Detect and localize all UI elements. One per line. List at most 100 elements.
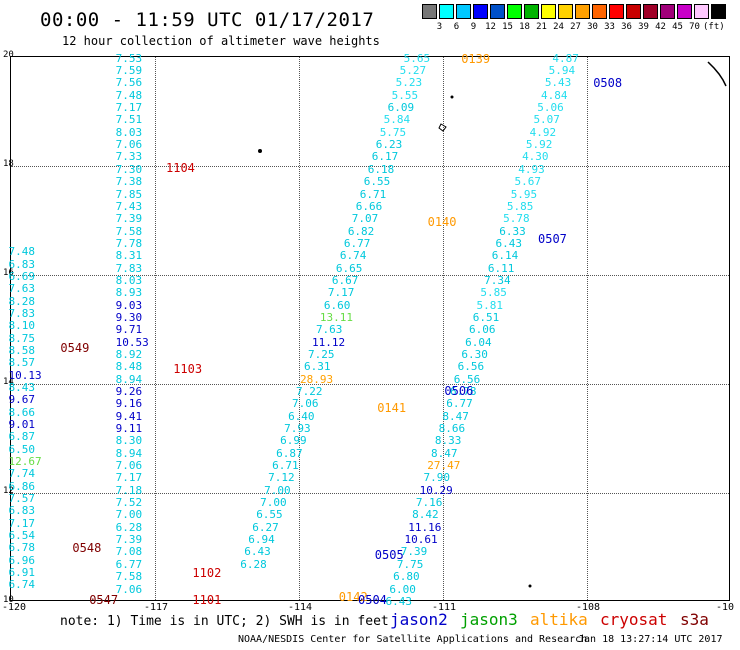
wave-height-value: 6.43 xyxy=(385,594,413,608)
wave-height-value: 10.53 xyxy=(115,335,149,349)
pass-label: 1104 xyxy=(166,160,195,175)
colorbar-swatch xyxy=(609,4,624,19)
wave-height-value: 7.00 xyxy=(260,496,287,510)
wave-height-value: 6.80 xyxy=(393,570,420,584)
wave-height-value: 5.75 xyxy=(379,125,407,139)
wave-height-value: 4.30 xyxy=(522,150,549,164)
colorbar-label: 24 xyxy=(553,22,564,32)
colorbar-swatch xyxy=(711,4,726,19)
wave-height-value: 6.66 xyxy=(355,199,383,213)
pass-label: 0142 xyxy=(338,590,368,605)
wave-height-value: 6.71 xyxy=(359,187,387,201)
wave-height-value: 7.63 xyxy=(8,282,36,296)
wave-height-value: 8.57 xyxy=(8,356,36,370)
wave-height-value: 9.03 xyxy=(115,298,143,312)
wave-height-value: 9.16 xyxy=(115,397,143,411)
satellite-legend-entry: cryosat xyxy=(600,610,668,629)
gridline-meridian xyxy=(299,57,300,600)
wave-height-value: 6.94 xyxy=(248,533,275,547)
wave-height-value: 7.39 xyxy=(400,545,428,559)
wave-height-value: 6.50 xyxy=(8,442,36,456)
wave-height-value: 6.33 xyxy=(499,224,526,238)
wave-height-value: 11.16 xyxy=(408,520,442,534)
wave-height-value: 6.14 xyxy=(491,249,519,263)
longitude-label: -108 xyxy=(576,602,601,613)
wave-height-value: 8.10 xyxy=(8,319,36,333)
wave-height-value: 6.54 xyxy=(8,529,36,543)
wave-height-value: 10.29 xyxy=(419,483,453,497)
gridline-parallel xyxy=(11,166,729,167)
wave-height-value: 5.85 xyxy=(506,199,534,213)
wave-height-value: 7.18 xyxy=(115,483,143,497)
colorbar-swatch xyxy=(456,4,471,19)
wave-height-value: 7.58 xyxy=(115,570,143,584)
pass-label: 0508 xyxy=(593,76,623,91)
wave-height-value: 6.69 xyxy=(8,269,36,283)
wave-height-value: 6.78 xyxy=(8,541,36,555)
latitude-label: 18 xyxy=(3,159,14,169)
wave-height-value: 10.13 xyxy=(8,368,42,382)
wave-height-value: 5.27 xyxy=(399,64,427,78)
island-mark xyxy=(528,584,532,588)
colorbar-swatch xyxy=(643,4,658,19)
wave-height-value: 6.06 xyxy=(468,323,496,337)
wave-height-value: 5.43 xyxy=(544,76,572,90)
wave-height-value: 5.94 xyxy=(548,64,576,78)
colorbar-swatch xyxy=(473,4,488,19)
wave-height-value: 9.30 xyxy=(115,310,143,324)
wave-height-value: 7.34 xyxy=(484,273,511,287)
pass-label: 0140 xyxy=(427,215,457,230)
wave-height-value: 8.66 xyxy=(8,405,36,419)
island-mark xyxy=(450,95,454,99)
colorbar-label: 33 xyxy=(604,22,615,32)
gridline-parallel xyxy=(11,275,729,276)
wave-height-value: 7.06 xyxy=(292,397,319,411)
wave-height-value: 6.87 xyxy=(276,446,303,460)
wave-height-value: 5.81 xyxy=(476,298,504,312)
wave-height-value: 7.83 xyxy=(115,261,143,275)
wave-height-value: 6.78 xyxy=(450,385,477,399)
wave-height-value: 8.42 xyxy=(412,508,439,522)
colorbar-label: 42 xyxy=(655,22,666,32)
wave-height-value: 8.28 xyxy=(8,294,36,308)
wave-height-value: 9.26 xyxy=(115,385,143,399)
colorbar-label: 12 xyxy=(485,22,496,32)
satellite-legend-entry: s3a xyxy=(680,610,709,629)
wave-height-value: 7.25 xyxy=(307,347,335,361)
wave-height-value: 6.28 xyxy=(240,557,267,571)
longitude-label: -10 xyxy=(716,602,735,613)
wave-height-value: 9.01 xyxy=(8,418,36,432)
wave-height-value: 28.93 xyxy=(300,372,334,386)
wave-height-value: 6.17 xyxy=(371,150,399,164)
wave-height-value: 5.84 xyxy=(383,113,411,127)
longitude-label: -111 xyxy=(432,602,457,613)
wave-height-value: 4.84 xyxy=(541,88,568,102)
wave-height-value: 27.47 xyxy=(427,459,461,473)
coastline-mark xyxy=(707,61,727,87)
colorbar-label: 6 xyxy=(453,22,460,32)
wave-height-value: 8.30 xyxy=(115,434,143,448)
wave-height-value: 7.59 xyxy=(115,64,143,78)
wave-height-value: 6.40 xyxy=(288,409,315,423)
wave-height-value: 7.57 xyxy=(8,492,36,506)
wave-height-value: 5.92 xyxy=(525,138,553,152)
footer-credit: NOAA/NESDIS Center for Satellite Applica… xyxy=(238,634,588,645)
wave-height-value: 7.39 xyxy=(115,533,143,547)
wave-height-value: 8.48 xyxy=(115,360,143,374)
wave-height-value: 7.06 xyxy=(115,138,143,152)
island-mark xyxy=(258,149,262,153)
wave-height-value: 12.67 xyxy=(8,455,42,469)
wave-height-value: 5.23 xyxy=(395,76,423,90)
wave-height-value: 7.58 xyxy=(115,224,143,238)
wave-height-value: 6.74 xyxy=(8,578,36,592)
wave-height-value: 11.12 xyxy=(311,335,346,349)
wave-height-value: 7.16 xyxy=(415,496,443,510)
wave-height-value: 7.51 xyxy=(115,113,143,127)
wave-height-value: 8.94 xyxy=(115,372,143,386)
wave-height-value: 7.17 xyxy=(115,471,143,485)
colorbar-swatch xyxy=(677,4,692,19)
wave-height-value: 7.30 xyxy=(115,162,143,176)
colorbar-swatch xyxy=(541,4,556,19)
wave-height-value: 10.61 xyxy=(404,533,438,547)
